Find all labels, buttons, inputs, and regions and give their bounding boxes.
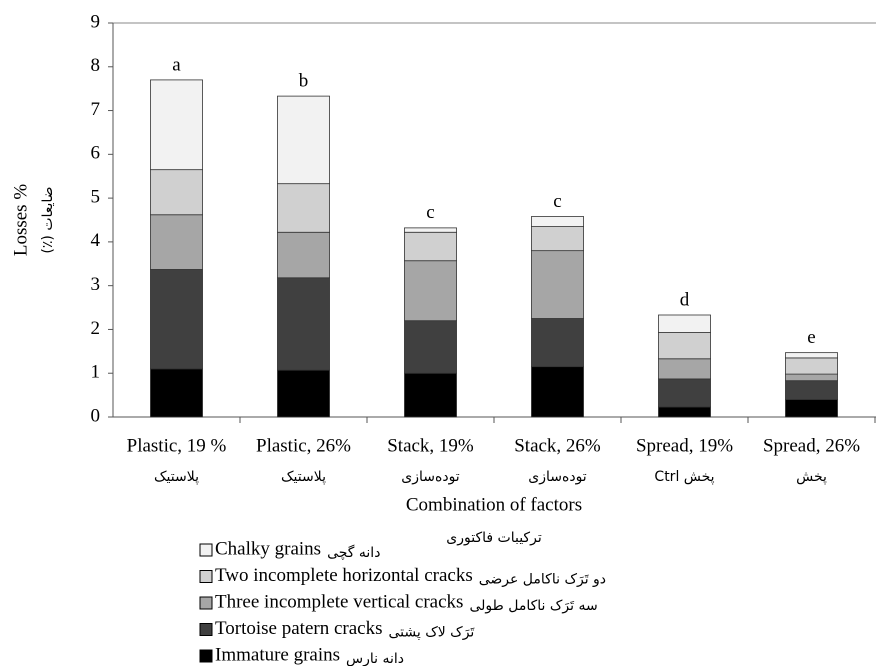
annotation: c [553, 191, 561, 212]
y-tick-label: 8 [91, 55, 101, 76]
x-tick-label-local: پلاستیک [281, 469, 326, 485]
x-tick-label: Plastic, 19 % [127, 435, 227, 456]
y-tick-label: 5 [91, 186, 101, 207]
y-axis-label: Losses % [10, 184, 31, 256]
bar-segment [531, 366, 584, 418]
x-tick-label-local: پخش [796, 469, 827, 485]
bar-segment [658, 332, 711, 360]
annotation: e [807, 327, 815, 348]
bar-segment [785, 373, 838, 382]
bar-segment [404, 227, 457, 233]
y-tick-label: 1 [91, 362, 101, 383]
bar-segment [785, 357, 838, 375]
x-tick-label: Stack, 19% [387, 435, 474, 456]
bar-segment [150, 368, 203, 418]
legend-label-local: دو تَرَک ناکامل عرضی [479, 572, 606, 588]
x-axis-label-local: ترکیبات فاکتوری [446, 530, 542, 546]
bar-segment [150, 269, 203, 370]
bar-segment [531, 216, 584, 227]
x-tick-label-local: توده‌سازی [528, 469, 587, 485]
bar-segment [785, 352, 838, 359]
legend-swatch [199, 623, 213, 636]
x-tick-label: Spread, 19% [636, 435, 733, 456]
bar-segment [277, 277, 330, 371]
bar-segment [658, 358, 711, 380]
bar-segment [277, 369, 330, 418]
legend-swatch [199, 649, 213, 663]
bar-segment [658, 314, 711, 333]
x-tick-label: Spread, 26% [763, 435, 860, 456]
bar-segment [277, 231, 330, 279]
legend-label: Tortoise patern cracks [215, 618, 382, 639]
x-tick-label-local: توده‌سازی [401, 469, 460, 485]
legend-label: Three incomplete vertical cracks [215, 591, 463, 612]
legend-label: Two incomplete horizontal cracks [215, 565, 473, 586]
legend-label-local: دانه نارس [346, 651, 404, 666]
x-axis-label: Combination of factors [406, 494, 582, 515]
bar-segment [404, 320, 457, 374]
bar-segment [404, 260, 457, 322]
bar-segment [277, 183, 330, 233]
annotation: b [299, 70, 309, 91]
y-tick-label: 2 [91, 318, 101, 339]
annotation: c [426, 202, 434, 223]
legend-swatch [199, 543, 213, 557]
legend-swatch [199, 596, 213, 610]
y-tick-label: 3 [91, 274, 101, 295]
bar-segment [531, 250, 584, 319]
bar-segment [404, 231, 457, 262]
bar-segment [785, 399, 838, 418]
y-tick-label: 9 [91, 11, 101, 32]
bar-segment [150, 79, 203, 171]
y-tick-label: 0 [91, 405, 101, 426]
bar-segment [658, 406, 711, 418]
x-tick-label: Stack, 26% [514, 435, 601, 456]
legend-label-local: تَرَک لاک پشتی [388, 625, 474, 641]
legend-label: Immature grains [215, 644, 340, 665]
bar-segment [531, 318, 584, 368]
legend-swatch [199, 570, 213, 583]
legend-label-local: دانه گچی [327, 544, 380, 561]
bar-segment [785, 380, 838, 400]
bar-segment [150, 214, 203, 270]
legend-label-local: سه تَرَک ناکامل طولی [469, 598, 597, 614]
bar-segment [658, 378, 711, 408]
x-tick-label-local: پلاستیک [154, 469, 199, 485]
bar-segment [277, 95, 330, 185]
bar-segment [150, 169, 203, 216]
x-tick-label: Plastic, 26% [256, 435, 351, 456]
y-tick-label: 6 [91, 143, 101, 164]
bar-segment [531, 226, 584, 252]
bar-segment [404, 372, 457, 418]
annotation: a [172, 54, 181, 75]
x-tick-label-local: پخش Ctrl [654, 469, 714, 485]
legend-label: Chalky grains [215, 538, 321, 559]
y-tick-label: 4 [91, 230, 101, 251]
y-axis-label-local: ضایعات (٪) [40, 186, 56, 253]
annotation: d [680, 289, 690, 310]
y-tick-label: 7 [91, 99, 101, 120]
